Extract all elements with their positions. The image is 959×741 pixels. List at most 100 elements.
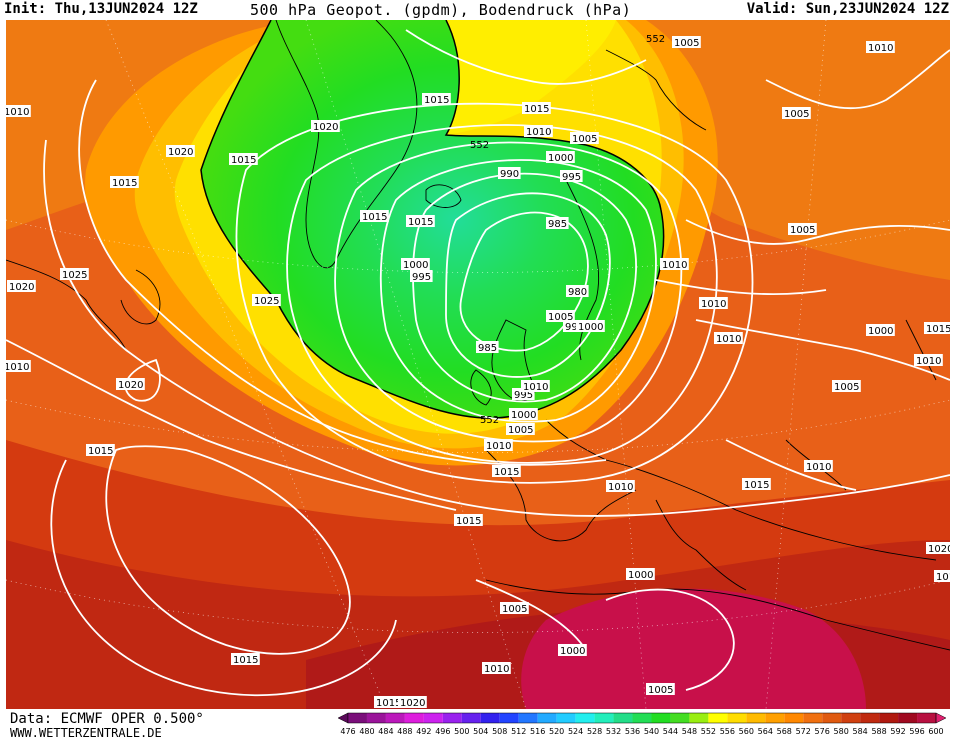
pressure-label: 995	[514, 390, 533, 401]
colorbar-swatch	[461, 713, 481, 723]
pressure-label: 1000	[548, 153, 573, 164]
colorbar-swatch	[898, 713, 918, 723]
pressure-label-box	[401, 258, 430, 270]
colorbar-tick-label: 568	[777, 727, 792, 736]
pressure-label: 1015	[926, 324, 950, 335]
colorbar-swatch	[727, 713, 747, 723]
pressure-label: 995	[412, 272, 431, 283]
colorbar: 476 480 484 488 492 496 500 504 508 512 516 520 524 5…	[337, 712, 947, 736]
colorbar-swatch	[556, 713, 576, 723]
colorbar-border	[347, 712, 937, 724]
geopot-label: 552	[480, 415, 499, 426]
pressure-label-box	[360, 210, 389, 222]
colorbar-swatch	[537, 713, 557, 723]
colorbar-tick-label: 532	[606, 727, 621, 736]
pressure-label-box	[7, 280, 36, 292]
pressure-label-box	[804, 460, 833, 472]
pressure-label: 1020	[9, 282, 34, 293]
pressure-label: 1005	[502, 604, 527, 615]
colorbar-swatch	[385, 713, 405, 723]
colorbar-tick-label: 488	[397, 727, 412, 736]
colorbar-swatch	[594, 713, 614, 723]
colorbar-swatch	[366, 713, 386, 723]
pressure-label-box	[86, 444, 115, 456]
pressure-label: 1015	[362, 212, 387, 223]
pressure-label: 990	[500, 169, 519, 180]
colorbar-swatch	[784, 713, 804, 723]
pressure-label-box	[406, 215, 435, 227]
colorbar-tick-label: 540	[644, 727, 659, 736]
pressure-label-box	[110, 176, 139, 188]
pressure-label-box	[866, 324, 895, 336]
pressure-label: 1005	[674, 38, 699, 49]
pressure-label-box	[482, 662, 511, 674]
pressure-label: 1000	[628, 570, 653, 581]
pressure-label-box	[926, 542, 950, 554]
pressure-label-box	[672, 36, 701, 48]
colorbar-tick-label: 600	[928, 727, 943, 736]
pressure-label-box	[699, 297, 728, 309]
colorbar-arrow-low	[337, 712, 349, 724]
pressure-label-box	[422, 93, 451, 105]
pressure-label: 1020	[118, 380, 143, 391]
pressure-label: 1000	[403, 260, 428, 271]
pressure-label: 1005	[784, 109, 809, 120]
pressure-label-box	[484, 439, 513, 451]
pressure-label: 1010	[662, 260, 687, 271]
colorbar-tick-label: 508	[492, 727, 507, 736]
pressure-label-box	[576, 320, 605, 332]
pressure-label: 1015	[231, 155, 256, 166]
pressure-label-box	[524, 125, 553, 137]
pressure-label: 1015	[233, 655, 258, 666]
colorbar-tick-label: 588	[871, 727, 886, 736]
colorbar-tick-label: 484	[378, 727, 393, 736]
pressure-label-box	[660, 258, 689, 270]
colorbar-swatch	[879, 713, 899, 723]
pressure-label: 1010	[6, 107, 29, 118]
colorbar-swatch	[841, 713, 861, 723]
pressure-label-box	[166, 145, 195, 157]
pressure-label-box	[560, 170, 583, 182]
colorbar-swatch	[746, 713, 766, 723]
colorbar-swatch	[708, 713, 728, 723]
pressure-label-box	[626, 568, 655, 580]
colorbar-swatch	[348, 713, 367, 723]
pressure-label-box	[252, 294, 281, 306]
pressure-label-box	[714, 332, 743, 344]
pressure-label: 1015	[408, 217, 433, 228]
pressure-label-box	[116, 378, 145, 390]
colorbar-tick-label: 476	[340, 727, 355, 736]
colorbar-swatch	[423, 713, 443, 723]
colorbar-tick-label: 572	[796, 727, 811, 736]
pressure-label-box	[606, 480, 635, 492]
pressure-label: 1005	[548, 312, 573, 323]
pressure-label: 1010	[936, 572, 950, 583]
pressure-label-box	[914, 354, 943, 366]
pressure-label-box	[311, 120, 340, 132]
pressure-label-box	[742, 478, 771, 490]
pressure-label: 1010	[701, 299, 726, 310]
pressure-label: 1000	[511, 410, 536, 421]
pressure-label-box	[6, 105, 31, 117]
pressure-label: 1010	[6, 362, 29, 373]
pressure-label: 1010	[486, 441, 511, 452]
pressure-label-box	[500, 602, 529, 614]
website: WWW.WETTERZENTRALE.DE	[10, 726, 162, 740]
colorbar-tick-label: 576	[815, 727, 830, 736]
pressure-label-box	[566, 285, 589, 297]
data-source: Data: ECMWF OPER 0.500°	[10, 711, 204, 727]
pressure-label-box	[934, 570, 950, 582]
pressure-label: 1000	[578, 322, 603, 333]
band-596	[521, 588, 866, 709]
colorbar-tick-label: 548	[682, 727, 697, 736]
pressure-label: 995	[562, 172, 581, 183]
colorbar-swatch	[632, 713, 652, 723]
pressure-label: 1020	[168, 147, 193, 158]
init-time: Init: Thu,13JUN2024 12Z	[4, 1, 198, 17]
colorbar-swatch	[613, 713, 633, 723]
weather-map: 552 552 552 1010 1015 1020 1015 1015 1020 1015…	[6, 20, 950, 709]
band-556	[446, 20, 616, 135]
colorbar-tick-label: 520	[549, 727, 564, 736]
pressure-label: 1010	[916, 356, 941, 367]
colorbar-tick-label: 564	[758, 727, 773, 736]
